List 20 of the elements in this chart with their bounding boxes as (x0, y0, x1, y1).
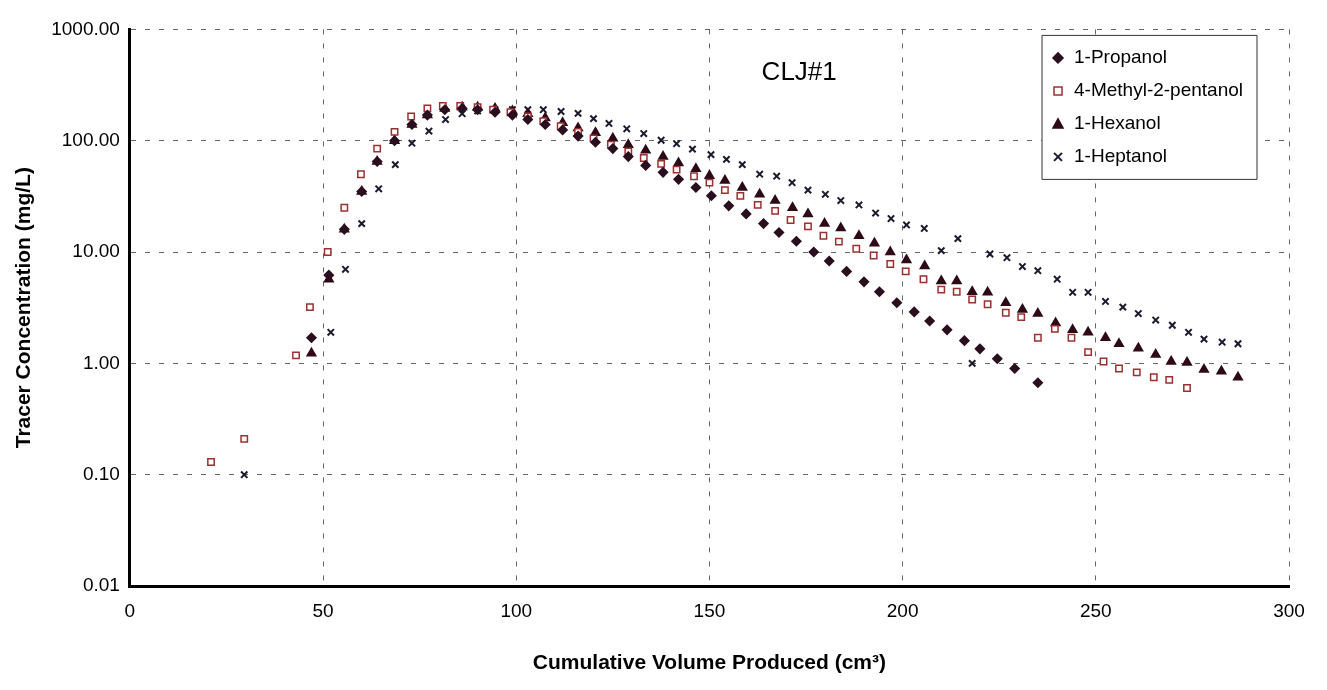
x-axis-title: Cumulative Volume Produced (cm³) (532, 650, 887, 674)
y-tick-label: 1.00 (82, 351, 120, 373)
y-tick-label: 0.01 (82, 574, 120, 596)
x-tick-label: 300 (1273, 599, 1305, 621)
y-tick-label: 10.00 (72, 240, 120, 262)
y-axis-title: Tracer Concentration (mg/L) (11, 167, 35, 449)
legend-label: 4-Methyl-2-pentanol (1074, 79, 1244, 101)
annotation: CLJ#1 (761, 55, 837, 86)
legend-label: 1-Hexanol (1074, 112, 1161, 134)
x-tick-label: 150 (693, 599, 726, 621)
x-tick-label: 250 (1079, 599, 1112, 621)
y-tick-label: 100.00 (61, 128, 120, 150)
x-tick-label: 200 (886, 599, 919, 621)
y-tick-label: 0.10 (82, 462, 120, 484)
y-tick-label: 1000.00 (51, 17, 120, 39)
x-tick-label: 100 (500, 599, 533, 621)
legend-label: 1-Heptanol (1074, 145, 1167, 167)
legend-label: 1-Propanol (1074, 46, 1167, 68)
x-tick-label: 0 (124, 599, 136, 621)
x-tick-label: 50 (312, 599, 334, 621)
